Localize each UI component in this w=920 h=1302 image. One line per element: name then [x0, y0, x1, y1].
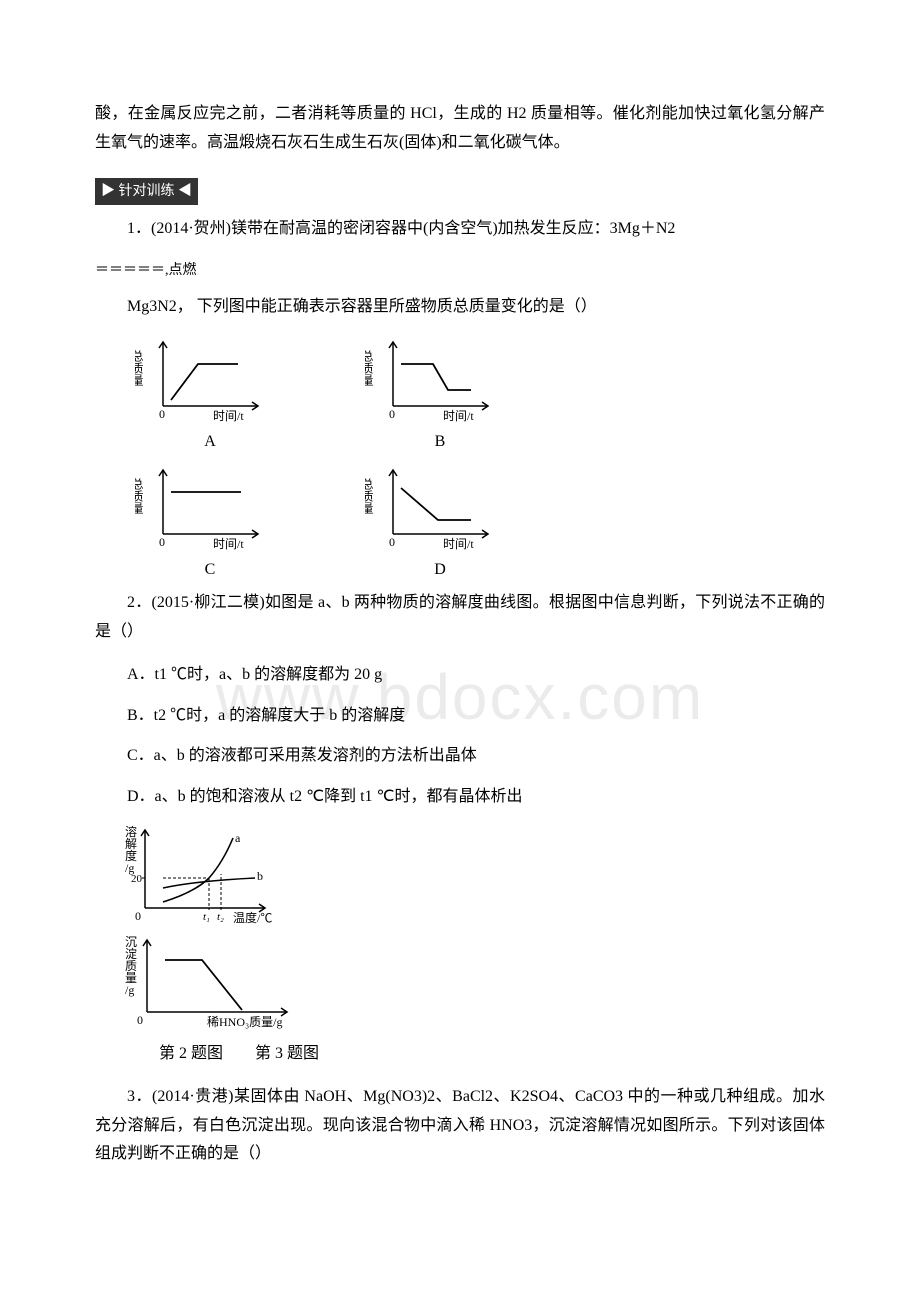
q2-opt-A: A．t1 ℃时，a、b 的溶解度都为 20 g — [95, 661, 825, 690]
document-body: 酸，在金属反应完之前，二者消耗等质量的 HCl，生成的 H2 质量相等。催化剂能… — [95, 100, 825, 1169]
sol-origin: 0 — [135, 909, 141, 923]
x-axis-label: 时间/t — [443, 409, 474, 423]
q1-line1: 1．(2014·贺州)镁带在耐高温的密闭容器中(内含空气)加热发生反应：3Mg＋… — [95, 215, 825, 244]
q2-stem: 2．(2015·柳江二模)如图是 a、b 两种物质的溶解度曲线图。根据图中信息判… — [95, 589, 825, 647]
y-axis-label: 总质量 — [365, 349, 374, 385]
chart-B: 总质量 0 时间/t B — [365, 336, 515, 457]
sol-ytick: 20 — [131, 873, 143, 885]
chart-label-C: C — [205, 556, 216, 585]
chart-row-cd: 总质量 0 时间/t C 总质量 — [135, 464, 825, 585]
curve-D — [401, 488, 471, 520]
ppt-xlabel: 稀HNO₃质量/g — [207, 1015, 283, 1029]
q1-line2: Mg3N2， 下列图中能正确表示容器里所盛物质总质量变化的是（） — [95, 293, 825, 322]
chart-label-D: D — [434, 556, 446, 585]
section-badge: ▶ 针对训练 ◀ — [95, 178, 198, 205]
precipitate-chart: 沉淀质量/g 0 稀HNO₃质量/g — [125, 934, 315, 1034]
x-axis-label: 时间/t — [213, 537, 244, 551]
y-axis-label: 总质量 — [135, 478, 144, 514]
chart-D-svg: 总质量 0 时间/t — [365, 464, 515, 554]
chart-C: 总质量 0 时间/t C — [135, 464, 285, 585]
chart-C-svg: 总质量 0 时间/t — [135, 464, 285, 554]
x-axis-label: 时间/t — [213, 409, 244, 423]
intro-paragraph: 酸，在金属反应完之前，二者消耗等质量的 HCl，生成的 H2 质量相等。催化剂能… — [95, 100, 825, 158]
curve-B — [401, 364, 471, 390]
y-axis-label: 总质量 — [135, 349, 144, 385]
series-b-label: b — [257, 869, 263, 883]
q2-opt-D: D．a、b 的饱和溶液从 t2 ℃降到 t1 ℃时，都有晶体析出 — [95, 783, 825, 812]
xtick-t1: t₁ — [203, 911, 210, 923]
chart-label-B: B — [435, 428, 446, 457]
ppt-ylabel: 沉淀质量/g — [125, 935, 137, 997]
chart-A: 总质量 0 时间/t A — [135, 336, 285, 457]
curve-a — [163, 838, 233, 902]
chart-B-svg: 总质量 0 时间/t — [365, 336, 515, 426]
q2-opt-B: B．t2 ℃时，a 的溶解度大于 b 的溶解度 — [95, 702, 825, 731]
figure-stack: 溶解度/g 20 a b t₁ t₂ 温度/℃ 0 — [125, 824, 825, 1034]
xtick-t2: t₂ — [217, 911, 224, 923]
sol-ylabel: 溶解度/g — [125, 824, 137, 875]
chart-A-svg: 总质量 0 时间/t — [135, 336, 285, 426]
solubility-chart: 溶解度/g 20 a b t₁ t₂ 温度/℃ 0 — [125, 824, 295, 934]
origin-label: 0 — [159, 407, 165, 421]
ppt-origin: 0 — [137, 1013, 143, 1027]
series-a-label: a — [235, 831, 241, 845]
origin-label: 0 — [159, 535, 165, 549]
x-axis-label: 时间/t — [443, 537, 474, 551]
origin-label: 0 — [389, 407, 395, 421]
figure-caption-23: 第 2 题图 第 3 题图 — [95, 1040, 825, 1069]
q2-opt-C: C．a、b 的溶液都可采用蒸发溶剂的方法析出晶体 — [95, 742, 825, 771]
curve-A — [171, 364, 238, 400]
chart-label-A: A — [204, 428, 216, 457]
sol-xlabel: 温度/℃ — [233, 910, 272, 925]
y-axis-label: 总质量 — [365, 478, 374, 514]
ppt-curve — [165, 960, 242, 1010]
chart-row-ab: 总质量 0 时间/t A 总质量 — [135, 336, 825, 457]
q1-equation-cond: ＝＝＝＝＝,点燃 — [95, 258, 825, 283]
q3-stem: 3．(2014·贵港)某固体由 NaOH、Mg(NO3)2、BaCl2、K2SO… — [95, 1083, 825, 1169]
origin-label: 0 — [389, 535, 395, 549]
chart-D: 总质量 0 时间/t D — [365, 464, 515, 585]
